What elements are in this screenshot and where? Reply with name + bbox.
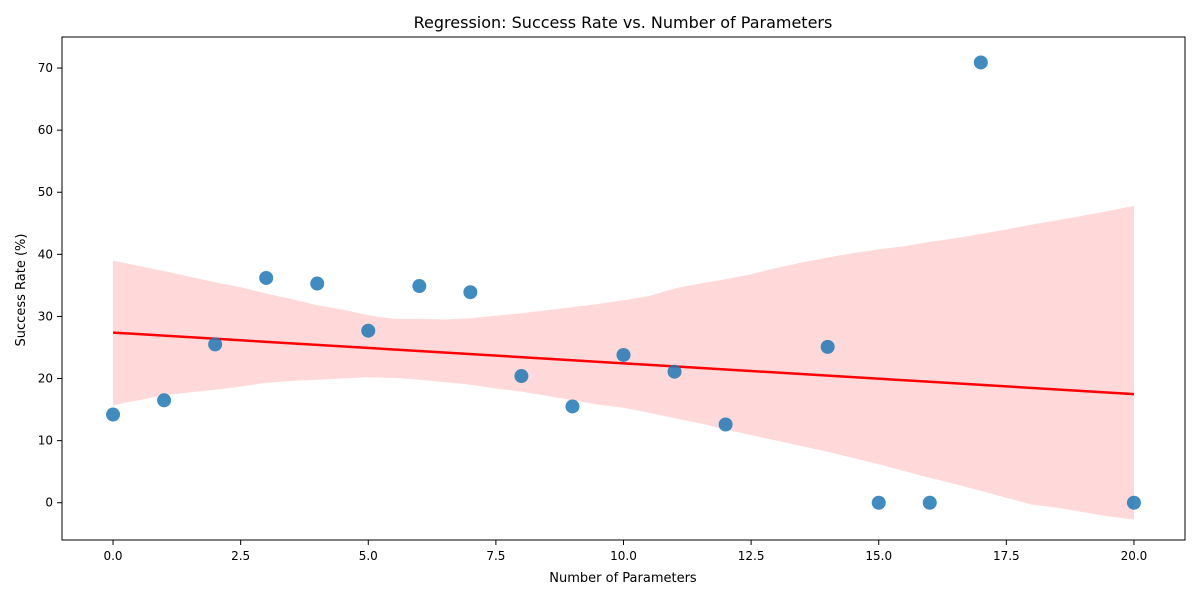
x-axis-label: Number of Parameters <box>549 571 697 586</box>
data-point <box>310 276 325 291</box>
data-point <box>412 279 427 294</box>
y-ticks: 0 10 20 30 40 50 60 70 <box>38 61 62 510</box>
data-point <box>259 270 274 285</box>
data-point <box>718 417 733 432</box>
x-tick-label: 0.0 <box>103 549 122 563</box>
x-tick-label: 20.0 <box>1121 549 1148 563</box>
x-tick-label: 12.5 <box>738 549 765 563</box>
x-tick-label: 2.5 <box>231 549 250 563</box>
data-point <box>820 339 835 354</box>
data-point <box>208 337 223 352</box>
y-axis-label: Success Rate (%) <box>14 234 29 347</box>
regression-line-layer <box>112 331 1135 396</box>
y-tick-label: 40 <box>38 247 53 261</box>
x-tick-label: 10.0 <box>610 549 637 563</box>
y-tick-label: 10 <box>38 434 53 448</box>
data-point <box>973 55 988 70</box>
data-point <box>871 495 886 510</box>
y-tick-label: 30 <box>38 309 53 323</box>
data-point <box>667 364 682 379</box>
data-point <box>565 399 580 414</box>
data-point <box>514 369 529 384</box>
y-tick-label: 0 <box>45 496 53 510</box>
x-ticks: 0.0 2.5 5.0 7.5 10.0 12.5 15.0 17.5 20.0 <box>103 540 1147 563</box>
y-tick-label: 50 <box>38 185 53 199</box>
x-tick-label: 15.0 <box>865 549 892 563</box>
y-tick-label: 60 <box>38 123 53 137</box>
regression-line <box>112 331 1135 396</box>
x-tick-label: 5.0 <box>359 549 378 563</box>
y-tick-label: 20 <box>38 372 53 386</box>
data-point <box>157 393 172 408</box>
x-tick-label: 17.5 <box>993 549 1020 563</box>
data-point <box>361 323 376 338</box>
data-point <box>616 347 631 362</box>
data-point <box>1126 495 1141 510</box>
y-tick-label: 70 <box>38 61 53 75</box>
x-tick-label: 7.5 <box>486 549 505 563</box>
data-points-layer <box>106 55 1141 510</box>
data-point <box>463 285 478 300</box>
chart-title: Regression: Success Rate vs. Number of P… <box>414 13 833 32</box>
data-point <box>922 495 937 510</box>
data-point <box>106 407 121 422</box>
